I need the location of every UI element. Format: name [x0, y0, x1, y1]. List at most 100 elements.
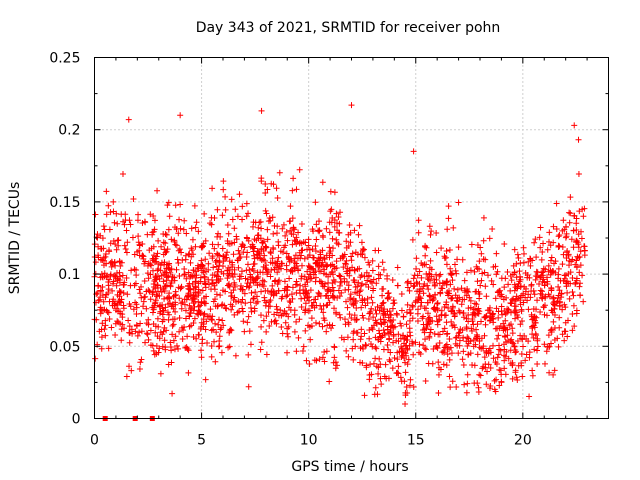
data-point [141, 277, 148, 284]
data-point [490, 281, 497, 288]
data-point [541, 341, 548, 348]
data-point [519, 373, 526, 380]
data-point [539, 272, 546, 279]
data-point [199, 287, 206, 294]
data-point [284, 349, 291, 356]
data-point [320, 309, 327, 316]
data-point [164, 202, 171, 209]
data-point [381, 331, 388, 338]
data-point [246, 266, 253, 273]
data-point [446, 246, 453, 253]
data-point [456, 294, 463, 301]
data-point [307, 275, 314, 282]
data-point [573, 275, 580, 282]
data-point [540, 303, 547, 310]
data-point [265, 303, 272, 310]
data-point [158, 243, 165, 250]
data-point [260, 238, 267, 245]
data-point [268, 267, 275, 274]
data-point [534, 343, 541, 350]
data-point [169, 274, 176, 281]
data-point [209, 272, 216, 279]
data-point [202, 284, 209, 291]
data-point [480, 214, 487, 221]
data-point [370, 285, 377, 292]
data-point [556, 243, 563, 250]
data-point [419, 315, 426, 322]
data-point [353, 305, 360, 312]
data-point [159, 331, 166, 338]
data-point [264, 271, 271, 278]
data-point [537, 224, 544, 231]
data-point [151, 217, 158, 224]
data-point [528, 311, 535, 318]
data-point [239, 241, 246, 248]
data-point [177, 112, 184, 119]
data-point [509, 330, 516, 337]
data-point [361, 254, 368, 261]
data-point [336, 282, 343, 289]
data-point [172, 299, 179, 306]
data-point [304, 279, 311, 286]
data-point [357, 345, 364, 352]
data-point [423, 346, 430, 353]
data-point [356, 222, 363, 229]
data-point [215, 343, 222, 350]
data-point [407, 332, 414, 339]
data-point [448, 295, 455, 302]
data-point [540, 240, 547, 247]
data-point [188, 306, 195, 313]
data-point [559, 306, 566, 313]
data-point [335, 213, 342, 220]
data-point [220, 258, 227, 265]
data-point [98, 287, 105, 294]
data-point [222, 193, 229, 200]
data-point [491, 377, 498, 384]
data-point [437, 289, 444, 296]
data-point [524, 297, 531, 304]
data-point [138, 356, 145, 363]
data-point [224, 238, 231, 245]
data-point [505, 281, 512, 288]
data-point [563, 272, 570, 279]
data-point [304, 294, 311, 301]
x-tick-label: 15 [407, 433, 425, 449]
data-point [323, 328, 330, 335]
data-point [237, 282, 244, 289]
data-point [232, 352, 239, 359]
data-point [337, 209, 344, 216]
data-point [236, 276, 243, 283]
data-point [220, 186, 227, 193]
data-point [244, 249, 251, 256]
data-point [533, 273, 540, 280]
data-point [399, 332, 406, 339]
data-point [330, 359, 337, 366]
data-point [573, 264, 580, 271]
data-point [474, 351, 481, 358]
data-point [382, 310, 389, 317]
data-point [370, 360, 377, 367]
data-point [328, 325, 335, 332]
data-point [315, 227, 322, 234]
data-point [329, 245, 336, 252]
data-point [446, 373, 453, 380]
data-point [573, 307, 580, 314]
data-point [375, 263, 382, 270]
data-point [328, 206, 335, 213]
data-point [394, 282, 401, 289]
data-point [170, 337, 177, 344]
data-point [105, 202, 112, 209]
data-point [402, 350, 409, 357]
data-point [120, 281, 127, 288]
data-point [217, 292, 224, 299]
data-point [208, 221, 215, 228]
data-point [431, 291, 438, 298]
data-point [117, 310, 124, 317]
data-point [465, 351, 472, 358]
data-point [379, 259, 386, 266]
data-point [534, 337, 541, 344]
data-point [155, 349, 162, 356]
data-point [373, 320, 380, 327]
data-point [145, 316, 152, 323]
data-point [400, 313, 407, 320]
